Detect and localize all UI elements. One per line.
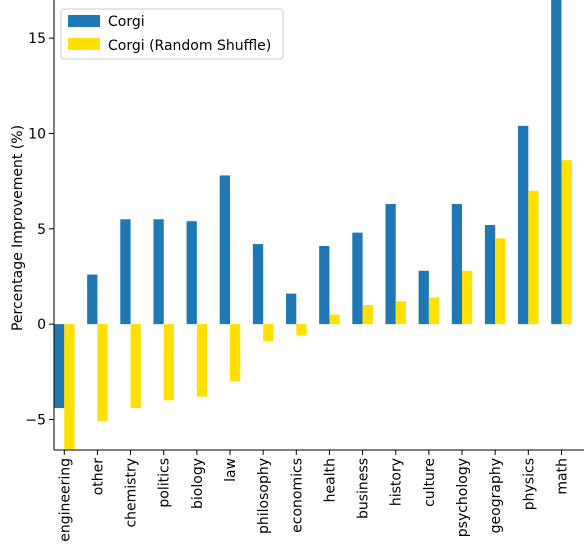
x-tick-label-philosophy: philosophy: [256, 458, 272, 534]
bar-corgi-business: [352, 232, 363, 325]
legend-label-corgi: Corgi: [108, 14, 145, 30]
x-tick-label-math: math: [554, 458, 570, 495]
bar-corgi-random-shuffle-economics: [296, 324, 307, 336]
x-tick-label-other: other: [90, 458, 106, 496]
bar-corgi-random-shuffle-psychology: [462, 270, 473, 325]
bar-corgi-random-shuffle-engineering: [64, 324, 75, 450]
bar-corgi-random-shuffle-biology: [196, 324, 208, 397]
bar-corgi-random-shuffle-history: [395, 301, 407, 325]
x-tick-label-health: health: [322, 458, 338, 502]
bar-corgi-random-shuffle-physics: [528, 190, 539, 325]
bar-corgi-politics: [153, 219, 164, 325]
y-tick-label: 10: [28, 126, 46, 142]
x-tick-label-culture: culture: [422, 458, 438, 507]
y-tick-label: 15: [28, 31, 46, 47]
bars-group: [54, 0, 572, 450]
x-tick-label-politics: politics: [157, 458, 173, 508]
x-tick-label-psychology: psychology: [455, 458, 471, 537]
legend-swatch-corgi: [68, 15, 100, 27]
legend-label-corgi-random-shuffle: Corgi (Random Shuffle): [108, 38, 271, 54]
bar-corgi-random-shuffle-chemistry: [130, 324, 141, 409]
bar-corgi-random-shuffle-math: [561, 160, 572, 325]
bar-corgi-random-shuffle-other: [97, 324, 108, 422]
bar-corgi-other: [87, 274, 98, 325]
x-tick-label-business: business: [356, 458, 372, 519]
bar-corgi-random-shuffle-health: [329, 314, 340, 325]
bar-corgi-random-shuffle-business: [362, 305, 373, 325]
bar-corgi-physics: [518, 125, 529, 325]
plot-background: [54, 0, 584, 450]
bar-corgi-random-shuffle-geography: [495, 238, 506, 325]
x-tick-label-chemistry: chemistry: [124, 458, 140, 528]
bar-corgi-philosophy: [252, 244, 264, 325]
bar-corgi-math: [551, 0, 562, 325]
x-tick-label-geography: geography: [488, 458, 504, 533]
bar-corgi-geography: [484, 225, 496, 325]
x-tick-label-engineering: engineering: [57, 458, 73, 542]
x-tick-label-economics: economics: [289, 458, 305, 533]
bar-corgi-random-shuffle-politics: [163, 324, 174, 401]
bar-corgi-biology: [186, 221, 197, 325]
bar-corgi-random-shuffle-law: [230, 324, 241, 382]
plot-area: [54, 0, 584, 450]
x-ticks-group: engineering other chemistry politics biology…: [57, 450, 570, 542]
bar-corgi-psychology: [451, 204, 463, 325]
bar-corgi-economics: [286, 293, 297, 325]
bar-corgi-law: [219, 175, 231, 325]
bar-corgi-random-shuffle-philosophy: [263, 324, 274, 342]
bar-corgi-health: [319, 245, 330, 325]
y-ticks-group: −5 0 5 10 15: [25, 31, 54, 428]
bar-corgi-chemistry: [120, 219, 131, 325]
x-tick-label-physics: physics: [521, 458, 537, 510]
bar-corgi-random-shuffle-culture: [428, 297, 440, 325]
bar-corgi-culture: [418, 270, 429, 325]
x-tick-label-history: history: [389, 458, 405, 506]
y-tick-label: 5: [37, 222, 46, 238]
bar-corgi-history: [385, 204, 396, 325]
legend-frame: [60, 8, 284, 60]
legend-swatch-corgi-random-shuffle: [68, 38, 100, 50]
y-tick-label: −5: [25, 412, 46, 428]
x-tick-label-law: law: [223, 458, 239, 482]
bar-corgi-engineering: [54, 324, 65, 409]
y-tick-label: 0: [37, 317, 46, 333]
legend: Corgi Corgi (Random Shuffle): [60, 8, 284, 60]
y-axis-label: Percentage Improvement (%): [10, 125, 26, 331]
x-tick-label-biology: biology: [190, 458, 206, 509]
